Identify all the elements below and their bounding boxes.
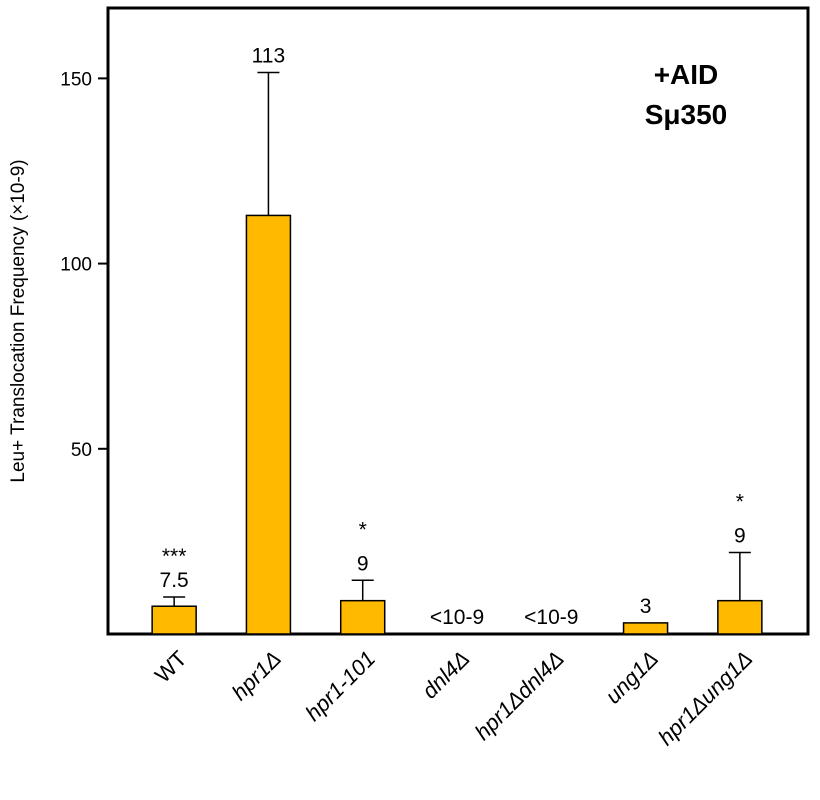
bar [151, 605, 197, 635]
x-tick-label: hpr1Δdnl4Δ [470, 646, 569, 745]
bar [717, 599, 763, 635]
y-tick-label: 150 [60, 69, 92, 90]
plot-frame [106, 6, 810, 636]
value-label: <10-9 [430, 606, 484, 629]
bar [622, 622, 669, 635]
annotation: Sμ350 [645, 99, 728, 130]
bar [339, 599, 386, 635]
significance: * [359, 518, 367, 541]
value-label: 9 [357, 552, 369, 575]
significance: *** [162, 545, 187, 568]
x-tick-label: WT [150, 646, 192, 688]
y-axis-label: Leu+ Translocation Frequency (×10-9) [8, 159, 29, 482]
value-label: 9 [734, 525, 746, 548]
x-tick-label: hpr1Δung1Δ [653, 646, 757, 750]
value-label: 113 [252, 44, 285, 67]
value-label: 3 [640, 595, 652, 618]
x-tick-label: dnl4Δ [417, 646, 475, 704]
y-tick-label: 100 [60, 255, 92, 276]
value-label: 7.5 [160, 569, 189, 592]
bar [245, 214, 292, 635]
y-tick-label: 50 [71, 440, 92, 461]
x-tick-label: ung1Δ [600, 646, 663, 709]
value-label: <10-9 [524, 606, 578, 629]
significance: * [736, 491, 744, 514]
annotation: +AID [654, 59, 719, 90]
x-tick-label: hpr1Δ [227, 646, 286, 705]
x-tick-label: hpr1-101 [300, 646, 380, 726]
